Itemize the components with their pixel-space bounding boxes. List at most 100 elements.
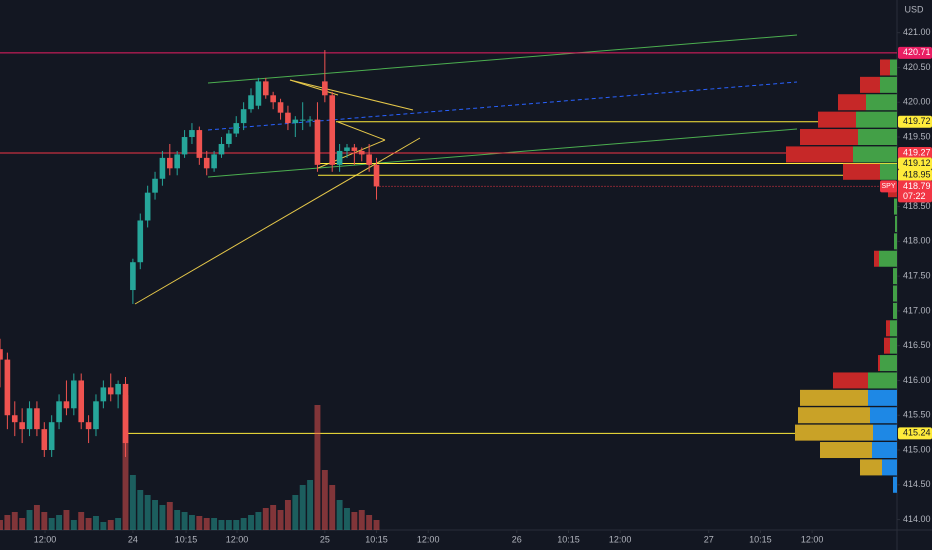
profile-up <box>853 146 897 163</box>
profile-down <box>843 163 880 180</box>
profile-down <box>880 59 890 76</box>
y-tick-label: 421.00 <box>903 27 931 37</box>
profile-up <box>868 372 897 389</box>
profile-down <box>874 250 879 267</box>
x-tick-label: 25 <box>320 534 330 544</box>
profile-down <box>886 320 890 337</box>
y-tick-label: 417.50 <box>903 271 931 281</box>
profile-up <box>872 442 897 459</box>
candle-body <box>166 157 173 169</box>
volume-bar <box>159 505 166 530</box>
volume-bar <box>277 510 284 530</box>
volume-bar <box>233 520 240 530</box>
volume-bar <box>63 510 70 530</box>
candle-body <box>373 164 380 187</box>
volume-bar <box>262 508 269 530</box>
candle-body <box>196 130 203 158</box>
profile-up <box>858 129 897 146</box>
currency-label: USD <box>904 4 924 14</box>
x-tick-label: 10:15 <box>557 534 580 544</box>
volume-bar <box>211 518 218 530</box>
volume-bar <box>107 520 114 530</box>
profile-up <box>879 250 897 267</box>
candle-body <box>122 383 129 444</box>
candle-body <box>211 154 217 169</box>
profile-up <box>895 215 897 232</box>
profile-down <box>878 355 880 372</box>
candle-body <box>19 422 25 430</box>
x-tick-label: 10:15 <box>365 534 388 544</box>
profile-up <box>882 459 897 476</box>
candle-body <box>351 147 358 151</box>
profile-up <box>870 407 897 424</box>
profile-up <box>890 320 897 337</box>
volume-bar <box>174 510 181 530</box>
candle-body <box>26 408 33 430</box>
volume-bar <box>129 475 136 530</box>
volume-bar <box>351 512 358 530</box>
x-tick-label: 10:15 <box>749 534 772 544</box>
trend-line <box>207 81 798 131</box>
candle-body <box>130 262 136 291</box>
candle-body <box>115 383 121 395</box>
profile-up <box>873 424 897 441</box>
candle-body <box>366 154 372 165</box>
y-tick-label: 418.50 <box>903 201 931 211</box>
level-label: 415.24 <box>903 428 931 438</box>
profile-up <box>866 94 897 111</box>
profile-up <box>893 476 897 493</box>
profile-up <box>890 337 897 354</box>
profile-down <box>800 129 858 146</box>
volume-bar <box>284 500 291 530</box>
profile-up <box>894 233 897 250</box>
candle-body <box>100 387 107 402</box>
volume-bar <box>122 395 129 530</box>
profile-up <box>880 163 897 180</box>
profile-down <box>860 459 882 476</box>
candle-body <box>299 119 306 121</box>
level-label: 419.12 <box>903 158 931 168</box>
volume-bar <box>115 518 122 530</box>
volume-bar <box>218 520 225 530</box>
volume-bar <box>19 518 26 530</box>
x-tick-label: 12:00 <box>609 534 632 544</box>
candle-body <box>144 192 151 221</box>
profile-up <box>856 111 897 128</box>
volume-bar <box>196 516 203 530</box>
candle-body <box>307 119 313 121</box>
profile-down <box>798 407 870 424</box>
x-tick-label: 26 <box>512 534 522 544</box>
x-tick-label: 12:00 <box>801 534 824 544</box>
profile-up <box>893 268 897 285</box>
volume-bar <box>181 512 188 530</box>
profile-down <box>884 337 890 354</box>
volume-bar <box>4 515 11 530</box>
candle-body <box>314 119 321 165</box>
y-tick-label: 420.50 <box>903 62 931 72</box>
last-price-label: 418.79 <box>903 181 931 191</box>
candle-body <box>0 349 3 360</box>
volume-bar <box>344 508 350 530</box>
volume-bar <box>314 405 321 530</box>
volume-bar <box>366 515 373 530</box>
volume-bar <box>48 518 55 530</box>
volume-bar <box>188 515 195 530</box>
candle-body <box>344 147 350 151</box>
candle-body <box>270 95 276 103</box>
candle-body <box>137 220 144 263</box>
trend-line <box>289 79 339 96</box>
level-label: 418.95 <box>903 170 931 180</box>
candle-body <box>277 102 284 113</box>
profile-down <box>818 111 856 128</box>
level-label-box <box>898 169 932 182</box>
volume-bar <box>166 502 173 530</box>
y-tick-label: 416.50 <box>903 340 931 350</box>
y-tick-label: 414.50 <box>903 479 931 489</box>
symbol-label: SPY <box>881 183 895 190</box>
profile-up <box>893 302 897 319</box>
level-label-box <box>898 147 932 160</box>
candle-body <box>358 150 365 155</box>
volume-bar <box>137 490 144 530</box>
